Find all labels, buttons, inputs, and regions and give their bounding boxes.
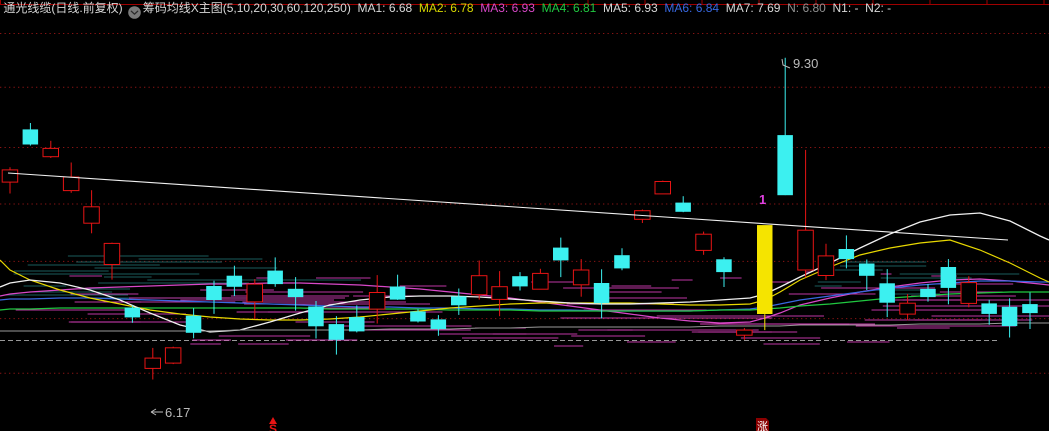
svg-text:S: S — [269, 422, 277, 431]
svg-text:1: 1 — [759, 192, 766, 207]
svg-text:9.30: 9.30 — [793, 56, 818, 71]
svg-text:涨: 涨 — [757, 420, 768, 431]
svg-text:6.17: 6.17 — [165, 405, 190, 420]
